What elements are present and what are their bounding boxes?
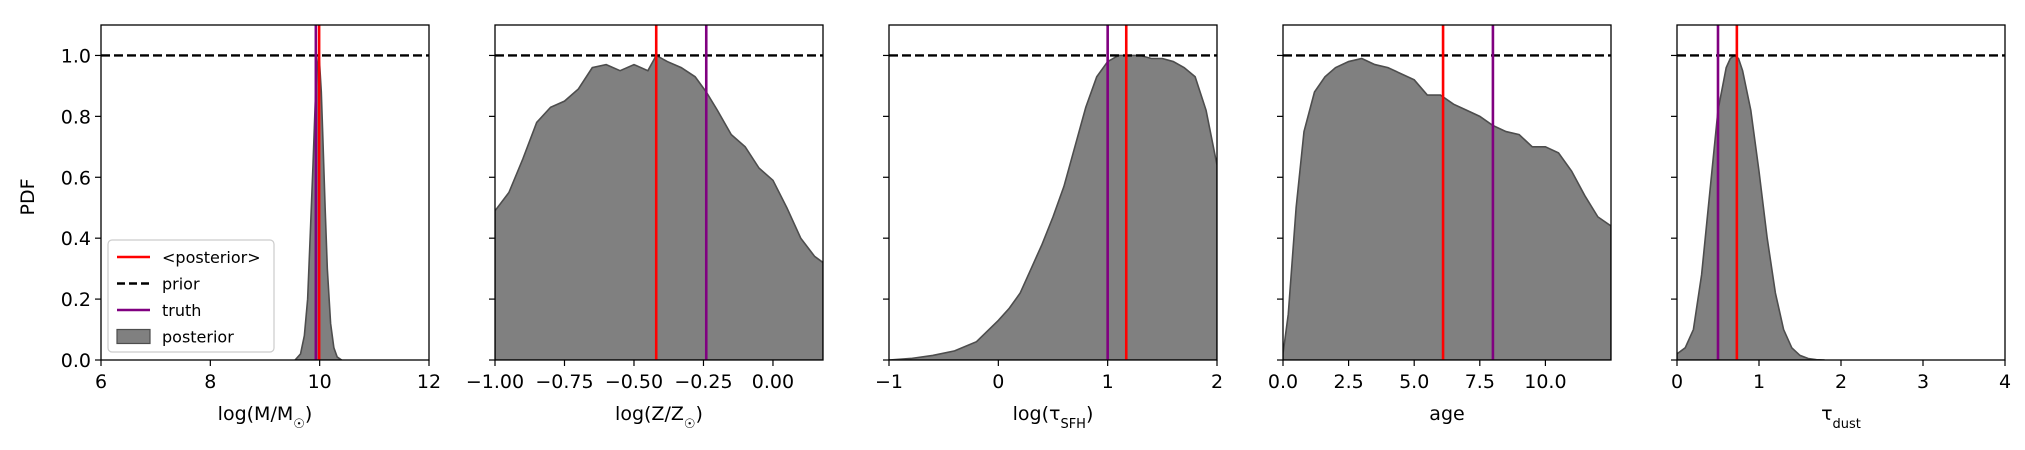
legend-label: posterior [162, 328, 234, 347]
axes-frame [100, 24, 430, 361]
y-tick-label: 0.0 [61, 350, 91, 372]
axes-frame [888, 24, 1218, 361]
axes-frame [1282, 24, 1612, 361]
legend-label: truth [162, 301, 201, 320]
x-tick-label: 1 [1753, 371, 1765, 393]
x-tick-label: 1 [1102, 371, 1114, 393]
subplot-2: −1.00 −0.75 −0.50 −0.25 0.00 log(Z/Z☉) [466, 24, 824, 432]
x-tick-label: 7.5 [1465, 371, 1495, 393]
subplot-5: 0 1 2 3 4 τdust [1671, 24, 2011, 432]
subplot-3: −1 0 1 2 log(τSFH) [875, 24, 1223, 432]
y-tick-label: 0.8 [61, 106, 91, 128]
x-tick-label: 12 [417, 371, 441, 393]
posterior-area [1677, 54, 1825, 360]
y-tick-label: 0.6 [61, 167, 91, 189]
x-tick-label: −1 [875, 371, 903, 393]
posterior-area [1283, 57, 1611, 360]
x-tick-label: −1.00 [466, 371, 524, 393]
y-axis-label: PDF [17, 178, 39, 215]
x-tick-label: 6 [95, 371, 107, 393]
x-tick-label: 10 [308, 371, 332, 393]
x-tick-label: −0.25 [674, 371, 732, 393]
x-tick-label: 8 [204, 371, 216, 393]
x-tick-label: −0.75 [535, 371, 593, 393]
y-tick-label: 0.2 [61, 289, 91, 311]
x-tick-label: 2 [1835, 371, 1847, 393]
axes-frame [494, 24, 824, 361]
x-tick-label: 5.0 [1399, 371, 1429, 393]
x-tick-label: 2 [1211, 371, 1223, 393]
x-tick-label: 3 [1917, 371, 1929, 393]
legend-swatch [116, 328, 151, 345]
x-tick-label: −0.50 [605, 371, 663, 393]
x-tick-label: 0 [1671, 371, 1683, 393]
x-tick-label: 10.0 [1524, 371, 1566, 393]
legend-box [107, 239, 275, 353]
x-axis-label: age [1429, 403, 1464, 425]
posterior-area [495, 54, 823, 360]
x-axis-label: τdust [1821, 403, 1861, 432]
y-tick-label: 1.0 [61, 45, 91, 67]
subplot-1: 0.0 0.2 0.4 0.6 0.8 1.0 6 8 10 12 log(M/M☉) [61, 24, 441, 432]
x-axis-label: log(M/M☉) [218, 403, 313, 432]
x-axis-label: log(Z/Z☉) [615, 403, 703, 432]
legend: <posterior> prior truth posterior [107, 239, 275, 353]
x-axis-label: log(τSFH) [1013, 403, 1094, 432]
x-tick-label: 2.5 [1333, 371, 1363, 393]
legend-label: prior [162, 275, 200, 294]
x-tick-label: 0 [992, 371, 1004, 393]
y-tick-label: 0.4 [61, 228, 91, 250]
x-tick-label: 0.00 [752, 371, 794, 393]
x-tick-label: 4 [1999, 371, 2011, 393]
x-tick-label: 0.0 [1268, 371, 1298, 393]
legend-label: <posterior> [162, 248, 261, 267]
posterior-area [889, 54, 1217, 360]
subplot-4: 0.0 2.5 5.0 7.5 10.0 age [1268, 24, 1612, 425]
